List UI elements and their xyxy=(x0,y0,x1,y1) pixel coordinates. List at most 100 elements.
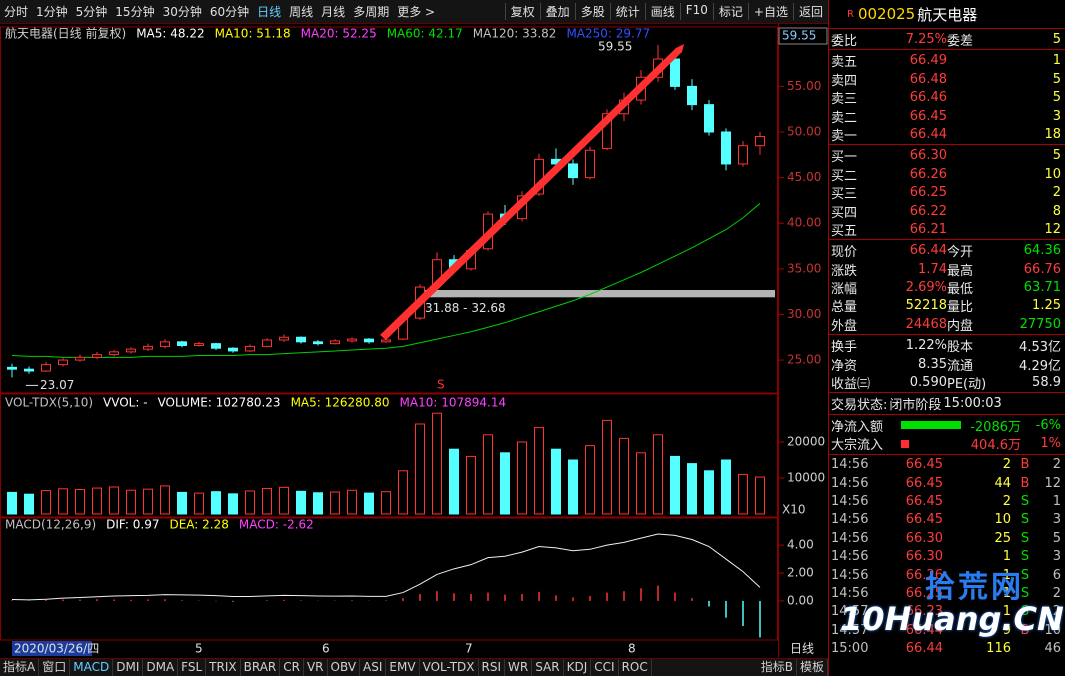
toolbar-button[interactable]: 复权 xyxy=(504,3,540,20)
candle-body xyxy=(687,85,697,106)
tick-row: 14:56 66.25 1 S 2 xyxy=(829,584,1065,602)
toolbar-button[interactable]: 周线 xyxy=(289,5,314,19)
toolbar-button[interactable]: 60分钟 xyxy=(209,5,250,19)
indicator-tab[interactable]: WR xyxy=(505,659,533,676)
indicator-tab[interactable]: VR xyxy=(304,659,328,676)
candle-body xyxy=(330,340,340,345)
toolbar-button[interactable]: 标记 xyxy=(712,3,748,20)
indicator-tab[interactable]: CR xyxy=(280,659,304,676)
y-tick-label: 25.00 xyxy=(787,353,821,367)
tick-cell: 14:57 xyxy=(831,622,869,638)
y-tick-label: 40.00 xyxy=(787,216,821,230)
status-text: 交易状态: xyxy=(831,398,888,414)
tabs-left: 指标A 窗口 MACD DMI DMA FSL TRIX BRAR CR VR OBV ASI EMV V… xyxy=(0,659,652,676)
toolbar-button[interactable]: F10 xyxy=(679,3,713,20)
tick-cell: B xyxy=(1020,622,1030,638)
quote-cell: 66.21 xyxy=(909,221,947,237)
toolbar-button[interactable]: 统计 xyxy=(609,3,645,20)
tick-cell: 66.30 xyxy=(905,530,943,546)
toolbar-button[interactable]: 30分钟 xyxy=(162,5,202,19)
quote-row: 买四 66.22 8 xyxy=(829,202,1065,221)
quote-row: 换手 1.22% 股本 4.53亿 xyxy=(829,336,1065,355)
volume-bar xyxy=(755,476,765,515)
toolbar-button[interactable]: +自选 xyxy=(747,3,793,20)
quote-cell: 58.9 xyxy=(1032,375,1061,391)
indicator-tab[interactable]: BRAR xyxy=(241,659,281,676)
indicator-tab[interactable]: DMI xyxy=(113,659,144,676)
quote-cell: 最高 xyxy=(947,263,974,279)
indicator-tab[interactable]: SAR xyxy=(532,659,564,676)
candle-body xyxy=(364,338,374,343)
candle-body xyxy=(211,343,221,349)
volume-bar xyxy=(687,463,697,515)
indicator-tab[interactable]: ASI xyxy=(360,659,387,676)
indicator-tab[interactable]: RSI xyxy=(479,659,506,676)
toolbar-button[interactable]: 15分钟 xyxy=(115,5,155,19)
tick-cell: 25 xyxy=(994,530,1011,546)
quote-cell: 66.22 xyxy=(909,203,947,219)
volume-bar xyxy=(58,488,68,515)
toolbar-button[interactable]: 多周期 xyxy=(353,5,390,19)
y-tick-label: 2.00 xyxy=(787,566,814,580)
toolbar-button[interactable]: 叠加 xyxy=(539,3,575,20)
status-text: 闭市阶段 xyxy=(889,398,942,414)
toolbar-button[interactable]: 月线 xyxy=(321,5,346,19)
toolbar-button[interactable]: 日线 xyxy=(257,5,282,19)
toolbar-button[interactable]: 分时 xyxy=(4,5,29,19)
indicator-tab[interactable]: 指标B xyxy=(758,659,797,676)
volume-bar xyxy=(160,485,170,515)
quote-cell: 收益㈢ xyxy=(831,377,871,393)
indicator-tab[interactable]: OBV xyxy=(328,659,361,676)
quote-panel: R 002025 航天电器 委比 7.25% 委差 5 卖五 66.49 1 卖四 66.48 5 卖三 6… xyxy=(828,0,1065,676)
tick-cell: S xyxy=(1020,549,1030,565)
indicator-tab[interactable]: 模板 xyxy=(797,659,828,676)
tick-cell: S xyxy=(1020,567,1030,583)
header-text: MA60: 42.17 xyxy=(387,27,463,41)
indicator-tab[interactable]: DMA xyxy=(143,659,179,676)
indicator-tab[interactable]: KDJ xyxy=(564,659,592,676)
tick-cell: 14:56 xyxy=(831,475,869,491)
quote-cell: 买五 xyxy=(831,223,858,239)
toolbar-button[interactable]: 多股 xyxy=(574,3,610,20)
indicator-tab[interactable]: EMV xyxy=(386,659,420,676)
quote-cell: 8 xyxy=(1052,203,1061,219)
volume-bar xyxy=(313,492,323,515)
indicator-tab[interactable]: ROC xyxy=(619,659,652,676)
quote-cell: 52218 xyxy=(905,298,947,314)
candle-body xyxy=(381,339,391,343)
tick-cell: 46 xyxy=(1044,641,1061,657)
candle-body xyxy=(194,343,204,346)
volume-bar xyxy=(483,434,493,515)
header-text: MA250: 29.77 xyxy=(566,27,650,41)
quote-row: 涨幅 2.69% 最低 63.71 xyxy=(829,278,1065,297)
tick-cell: 44 xyxy=(994,475,1011,491)
quote-cell: 18 xyxy=(1044,126,1061,142)
quote-row: 买一 66.30 5 xyxy=(829,146,1065,165)
toolbar-button[interactable]: 更多 > xyxy=(397,5,436,19)
tick-row: 14:57 66.44 9 B 10 xyxy=(829,621,1065,639)
indicator-tab[interactable]: 窗口 xyxy=(39,659,71,676)
indicator-tab[interactable]: TRIX xyxy=(206,659,241,676)
flow-label: 净流入额 xyxy=(831,419,884,435)
quote-row: 委比 7.25% 委差 5 xyxy=(829,30,1065,49)
indicator-tab[interactable]: VOL-TDX xyxy=(420,659,479,676)
quote-row: 外盘 24468 内盘 27750 xyxy=(829,315,1065,334)
toolbar-button[interactable]: 画线 xyxy=(644,3,680,20)
tick-cell: 66.23 xyxy=(905,604,943,620)
quote-row: 卖五 66.49 1 xyxy=(829,51,1065,70)
quote-cell: 66.46 xyxy=(909,90,947,106)
toolbar-button[interactable]: 返回 xyxy=(792,3,828,20)
toolbar-button[interactable]: 5分钟 xyxy=(75,5,108,19)
date-highlight xyxy=(12,641,92,656)
header-text: 航天电器(日线 前复权) xyxy=(5,26,126,41)
toolbar-button[interactable]: 1分钟 xyxy=(36,5,68,19)
tick-cell: 14:57 xyxy=(831,604,869,620)
indicator-tab[interactable]: CCI xyxy=(591,659,619,676)
trend-arrow xyxy=(380,44,684,340)
indicator-tab[interactable]: FSL xyxy=(178,659,207,676)
tick-cell: 14:56 xyxy=(831,530,869,546)
indicator-tab[interactable]: MACD xyxy=(70,659,114,676)
tick-cell: 5 xyxy=(1052,530,1061,546)
indicator-tab[interactable]: 指标A xyxy=(0,659,40,676)
volume-bar xyxy=(262,487,272,515)
